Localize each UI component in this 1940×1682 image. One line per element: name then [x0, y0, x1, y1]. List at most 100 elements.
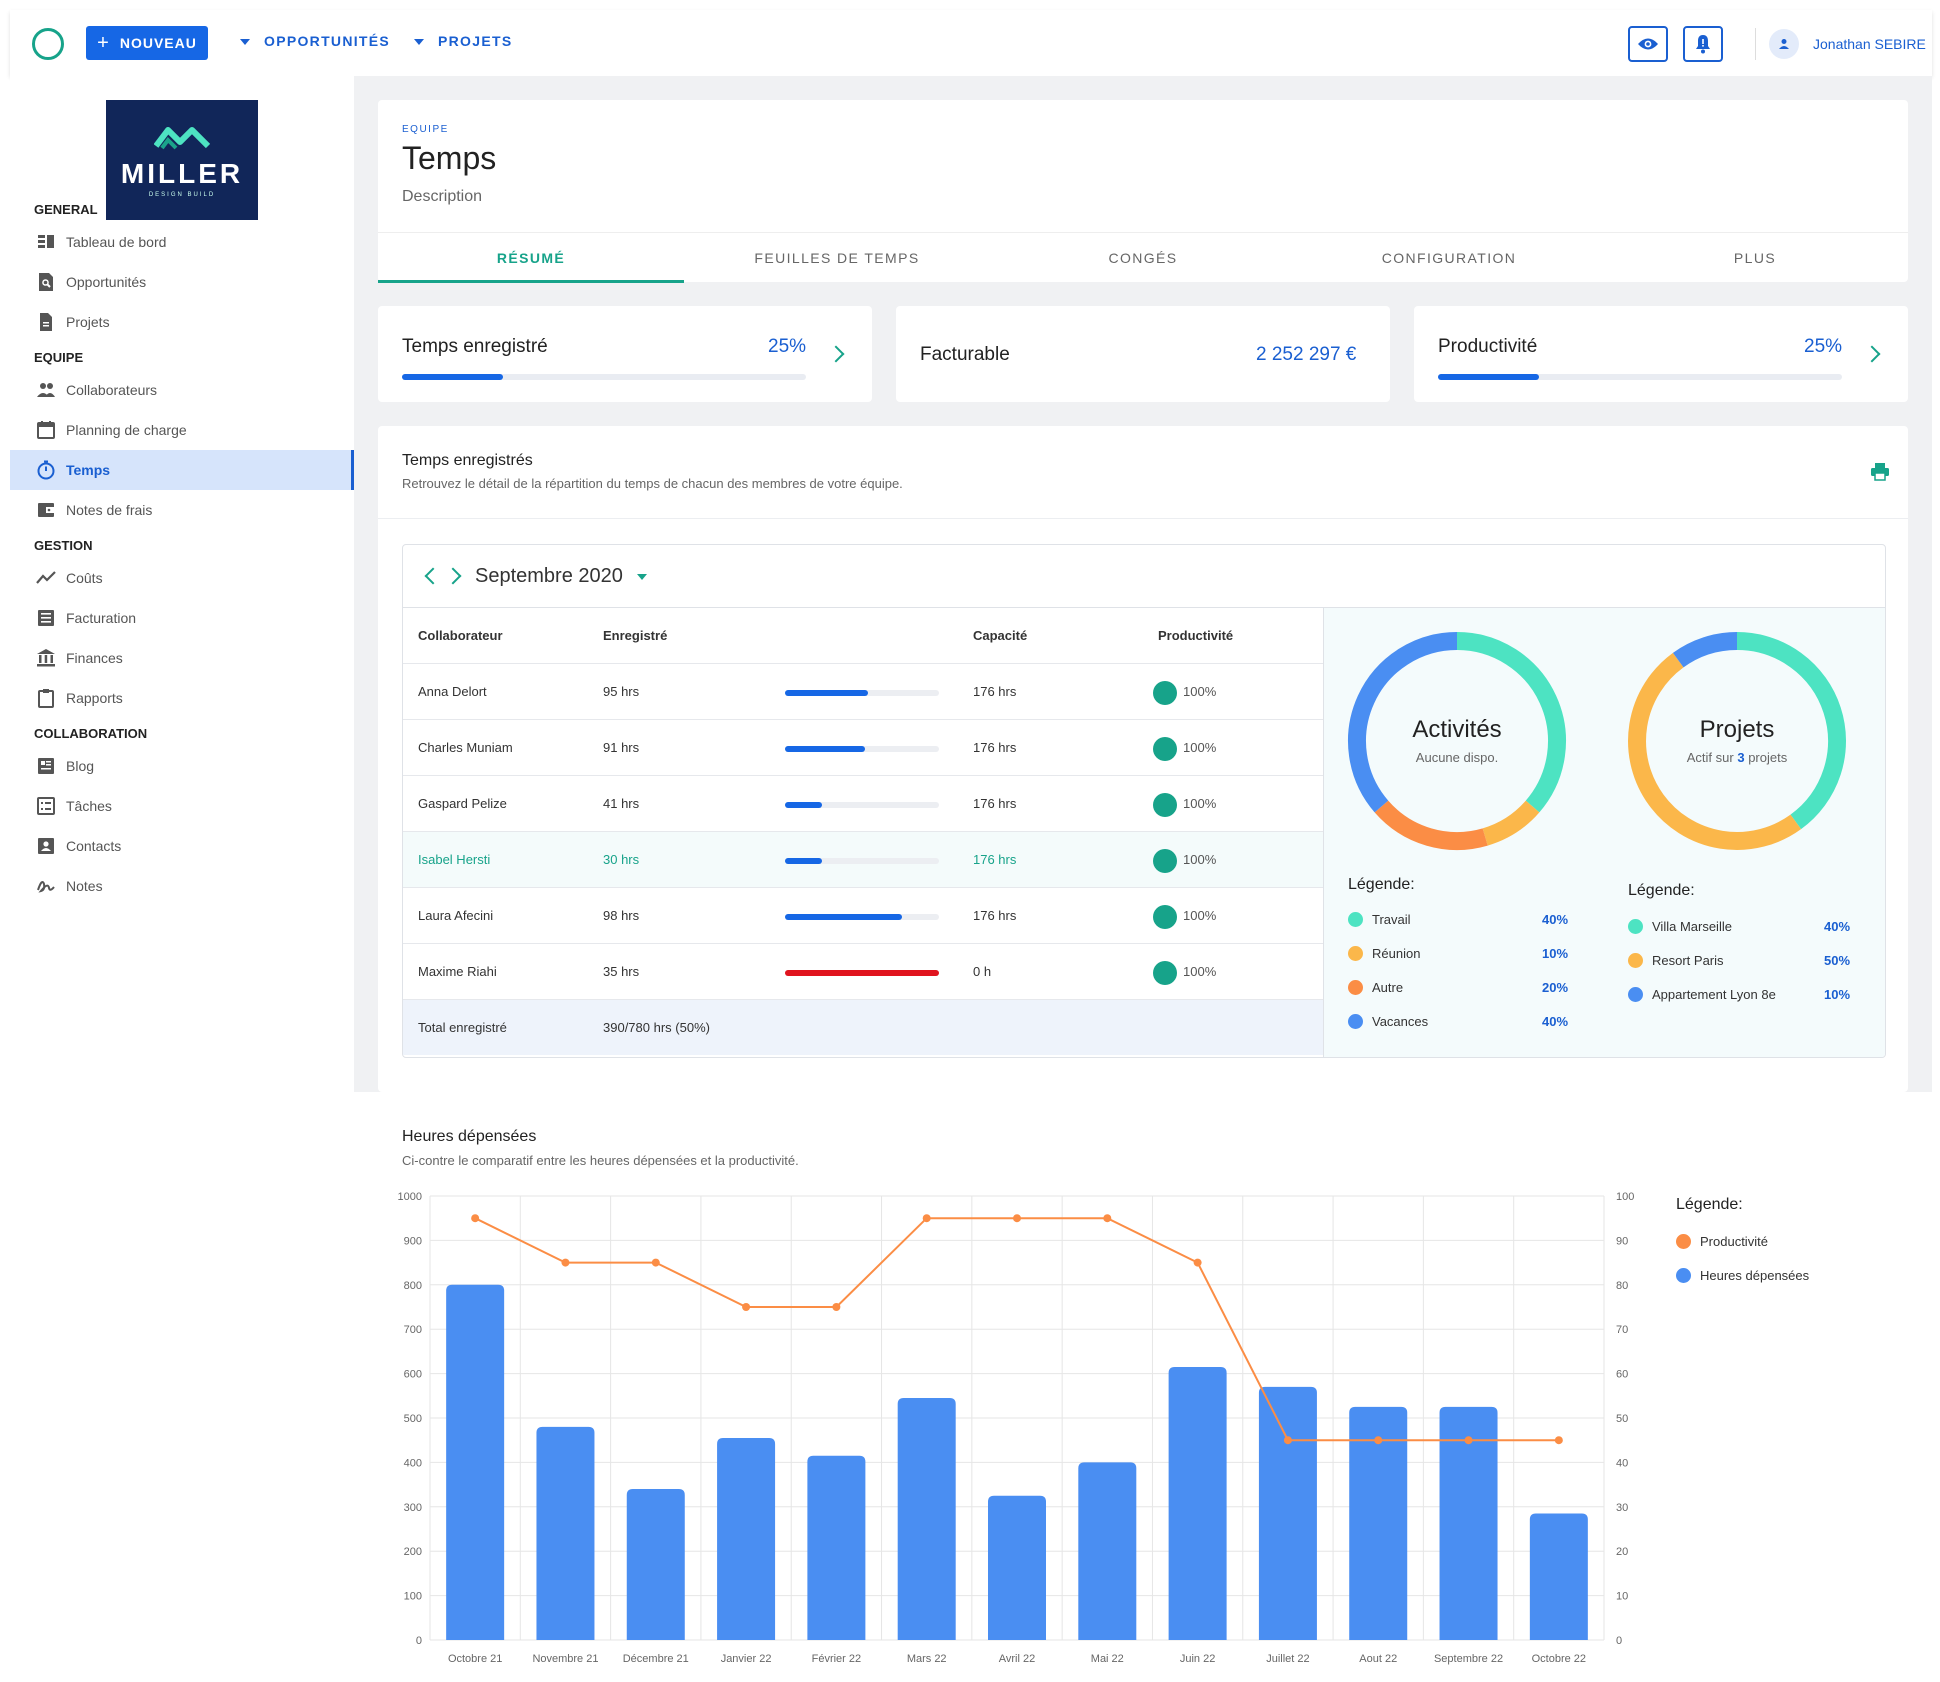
- hours-progress-fill: [785, 690, 869, 696]
- cell-productivity: 100%: [1183, 852, 1217, 867]
- user-name[interactable]: Jonathan SEBIRE: [1813, 36, 1926, 52]
- table-row[interactable]: Charles Muniam 91 hrs 176 hrs 100%: [403, 719, 1323, 775]
- bar-heures: [1439, 1406, 1498, 1640]
- divider: [378, 518, 1908, 519]
- cell-capacity: 176 hrs: [973, 908, 1017, 923]
- point-productivite: [1554, 1436, 1563, 1445]
- tab-conges[interactable]: CONGÉS: [1108, 250, 1178, 266]
- panel-subtitle: Retrouvez le détail de la répartition du…: [402, 476, 903, 491]
- avatar[interactable]: [1769, 29, 1799, 59]
- caret-down-icon[interactable]: [637, 574, 647, 580]
- sidebar-item-blog[interactable]: Blog: [10, 746, 354, 786]
- cell-hours: 95 hrs: [603, 684, 640, 699]
- table-row[interactable]: Laura Afecini 98 hrs 176 hrs 100%: [403, 887, 1323, 943]
- x-tick-label: Mai 22: [1091, 1653, 1124, 1665]
- kpi-temps-enregistre[interactable]: Temps enregistré 25%: [378, 306, 872, 402]
- y-tick-label: 900: [404, 1235, 422, 1247]
- bar-heures: [1258, 1386, 1317, 1640]
- table-row[interactable]: Maxime Riahi 35 hrs 0 h 100%: [403, 943, 1323, 999]
- cell-name: Charles Muniam: [418, 740, 513, 755]
- sidebar-item-t-ches[interactable]: Tâches: [10, 786, 354, 826]
- table-row[interactable]: Gaspard Pelize 41 hrs 176 hrs 100%: [403, 775, 1323, 831]
- breadcrumb[interactable]: EQUIPE: [402, 124, 449, 135]
- kpi-facturable[interactable]: Facturable 2 252 297 €: [896, 306, 1390, 402]
- cell-name: Anna Delort: [418, 684, 487, 699]
- table-row[interactable]: Isabel Hersti 30 hrs 176 hrs 100%: [403, 831, 1323, 887]
- col-header-enregistre[interactable]: Enregistré: [603, 628, 668, 643]
- legend-swatch: [1676, 1234, 1691, 1249]
- sidebar-item-rapports[interactable]: Rapports: [10, 678, 354, 718]
- total-label: Total enregistré: [418, 1020, 507, 1035]
- notifications-button[interactable]: [1683, 26, 1723, 62]
- table-row[interactable]: Anna Delort 95 hrs 176 hrs 100%: [403, 663, 1323, 719]
- sidebar-item-facturation[interactable]: Facturation: [10, 598, 354, 638]
- cell-hours: 91 hrs: [603, 740, 640, 755]
- sidebar-item-label: Coûts: [66, 570, 103, 586]
- productivity-dot: [1153, 681, 1177, 705]
- sidebar-item-tableau-de-bord[interactable]: Tableau de bord: [10, 222, 354, 262]
- sidebar-item-notes-de-frais[interactable]: Notes de frais: [10, 490, 354, 530]
- tab-resume[interactable]: RÉSUMÉ: [378, 233, 684, 283]
- sidebar-item-co-ts[interactable]: Coûts: [10, 558, 354, 598]
- chevron-left-icon[interactable]: [424, 567, 442, 585]
- x-tick-label: Avril 22: [999, 1653, 1035, 1665]
- app-logo-icon[interactable]: [32, 28, 64, 60]
- tab-plus[interactable]: PLUS: [1733, 250, 1777, 266]
- sidebar-item-opportunit-s[interactable]: Opportunités: [10, 262, 354, 302]
- cell-productivity: 100%: [1183, 908, 1217, 923]
- hours-progress: [785, 746, 939, 752]
- point-productivite: [742, 1303, 751, 1311]
- y-tick-label: 100: [404, 1591, 422, 1603]
- print-icon[interactable]: [1870, 462, 1890, 482]
- tab-bar: RÉSUMÉ FEUILLES DE TEMPS CONGÉS CONFIGUR…: [378, 232, 1908, 283]
- kpi-progress-fill: [402, 374, 503, 380]
- timer-icon: [37, 460, 55, 480]
- sidebar-item-label: Facturation: [66, 610, 137, 626]
- x-tick-label: Aout 22: [1359, 1653, 1397, 1665]
- kpi-productivite[interactable]: Productivité 25%: [1414, 306, 1908, 402]
- preview-button[interactable]: [1628, 26, 1668, 62]
- clipboard-icon: [38, 689, 54, 708]
- hours-progress: [785, 970, 939, 976]
- cell-capacity: 176 hrs: [973, 740, 1017, 755]
- y2-tick-label: 60: [1616, 1369, 1628, 1381]
- kpi-title: Facturable: [920, 344, 1010, 365]
- tab-feuilles-de-temps[interactable]: FEUILLES DE TEMPS: [754, 250, 920, 266]
- legend-label: Heures dépensées: [1700, 1268, 1810, 1283]
- point-productivite: [471, 1214, 480, 1223]
- chevron-right-icon[interactable]: [827, 345, 845, 363]
- col-header-collaborateur[interactable]: Collaborateur: [418, 628, 503, 643]
- kpi-title: Temps enregistré: [402, 336, 548, 357]
- col-header-productivite[interactable]: Productivité: [1158, 628, 1234, 643]
- nav-projets[interactable]: PROJETS: [414, 33, 512, 49]
- cell-hours: 41 hrs: [603, 796, 640, 811]
- y-tick-label: 800: [404, 1280, 422, 1292]
- sidebar-item-temps[interactable]: Temps: [10, 450, 354, 490]
- sidebar-item-projets[interactable]: Projets: [10, 302, 354, 342]
- productivity-dot: [1153, 737, 1177, 761]
- col-header-capacite[interactable]: Capacité: [973, 628, 1028, 643]
- y-tick-label: 300: [404, 1502, 422, 1514]
- new-button[interactable]: + NOUVEAU: [86, 26, 208, 60]
- chevron-right-icon[interactable]: [444, 567, 462, 585]
- productivity-dot: [1153, 961, 1177, 985]
- sidebar-item-contacts[interactable]: Contacts: [10, 826, 354, 866]
- hours-chart: 0 100 200 300 400 500 600 700 800 900 1000 0 10 20 30 4…: [398, 1191, 1635, 1665]
- company-logo: MILLER DESIGN BUILD: [106, 100, 258, 220]
- bar-heures: [446, 1284, 505, 1640]
- chevron-right-icon[interactable]: [1863, 345, 1881, 363]
- sidebar-item-collaborateurs[interactable]: Collaborateurs: [10, 370, 354, 410]
- legend-percent: 20%: [1542, 980, 1569, 995]
- sidebar-item-finances[interactable]: Finances: [10, 638, 354, 678]
- kpi-value: 2 252 297 €: [1256, 344, 1357, 365]
- legend-percent: 40%: [1542, 912, 1569, 927]
- sidebar: MILLER DESIGN BUILD GENERAL Tableau de bo…: [10, 76, 354, 1092]
- bar-heures: [717, 1437, 776, 1640]
- tab-configuration[interactable]: CONFIGURATION: [1381, 250, 1517, 266]
- sidebar-item-notes[interactable]: Notes: [10, 866, 354, 906]
- productivity-dot: [1153, 905, 1177, 929]
- nav-opportunites[interactable]: OPPORTUNITÉS: [240, 33, 390, 49]
- month-selector[interactable]: Septembre 2020: [475, 565, 623, 587]
- sidebar-item-planning-de-charge[interactable]: Planning de charge: [10, 410, 354, 450]
- file-icon: [40, 313, 52, 331]
